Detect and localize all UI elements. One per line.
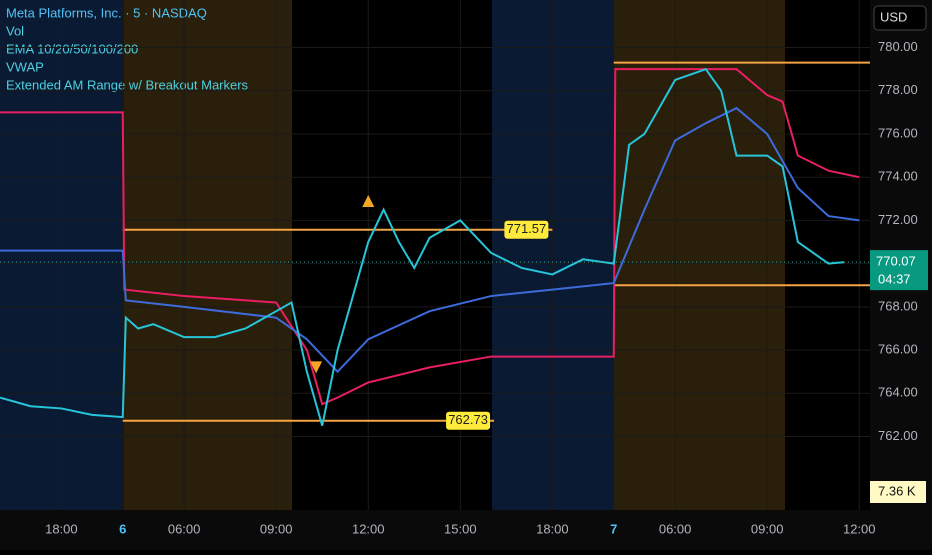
volume-box <box>870 481 926 503</box>
countdown: 04:37 <box>878 272 911 287</box>
time-axis <box>0 510 932 550</box>
y-tick-label: 772.00 <box>878 212 918 227</box>
x-tick-label: 12:00 <box>843 521 876 536</box>
legend: Meta Platforms, Inc. · 5 · NASDAQ Vol EMA … <box>6 5 249 92</box>
level-label-box <box>504 220 549 239</box>
level-label: 762.73 <box>448 412 488 427</box>
y-tick-label: 776.00 <box>878 125 918 140</box>
level-label: 771.57 <box>506 221 546 236</box>
y-tick-label: 768.00 <box>878 298 918 313</box>
y-tick-label: 766.00 <box>878 342 918 357</box>
legend-entry: EMA 10/20/50/100/200 <box>6 41 138 56</box>
x-tick-label: 06:00 <box>168 521 201 536</box>
session-shade <box>492 0 614 510</box>
y-tick-label: 780.00 <box>878 39 918 54</box>
currency[interactable]: USD <box>880 9 907 24</box>
legend-entry: Vol <box>6 23 24 38</box>
legend-entry: Meta Platforms, Inc. · 5 · NASDAQ <box>6 5 207 20</box>
x-tick-label: 09:00 <box>260 521 293 536</box>
x-tick-label: 09:00 <box>751 521 784 536</box>
breakout-marker <box>362 194 375 207</box>
level-label-box <box>446 411 491 430</box>
y-tick-label: 774.00 <box>878 169 918 184</box>
x-tick-label: 7 <box>610 521 617 536</box>
legend-entry: Extended AM Range w/ Breakout Markers <box>6 77 249 92</box>
currency-button[interactable] <box>873 5 927 31</box>
series-line <box>0 68 860 406</box>
series-line <box>0 67 845 426</box>
x-tick-label: 6 <box>119 521 126 536</box>
session-shade <box>0 0 124 510</box>
session-shade <box>124 0 292 510</box>
last-volume: 7.36 K <box>878 483 916 498</box>
breakout-marker <box>310 361 323 374</box>
y-tick-label: 778.00 <box>878 82 918 97</box>
series-line <box>0 106 860 374</box>
last-price: 770.07 <box>876 254 916 269</box>
y-tick-label: 764.00 <box>878 385 918 400</box>
x-tick-label: 18:00 <box>45 521 78 536</box>
legend-entry: VWAP <box>6 59 44 74</box>
x-tick-label: 15:00 <box>444 521 477 536</box>
x-tick-label: 12:00 <box>352 521 385 536</box>
y-tick-label: 762.00 <box>878 428 918 443</box>
last-price-box <box>870 250 928 291</box>
x-tick-label: 06:00 <box>659 521 692 536</box>
x-tick-label: 18:00 <box>536 521 569 536</box>
session-shade <box>614 0 785 510</box>
